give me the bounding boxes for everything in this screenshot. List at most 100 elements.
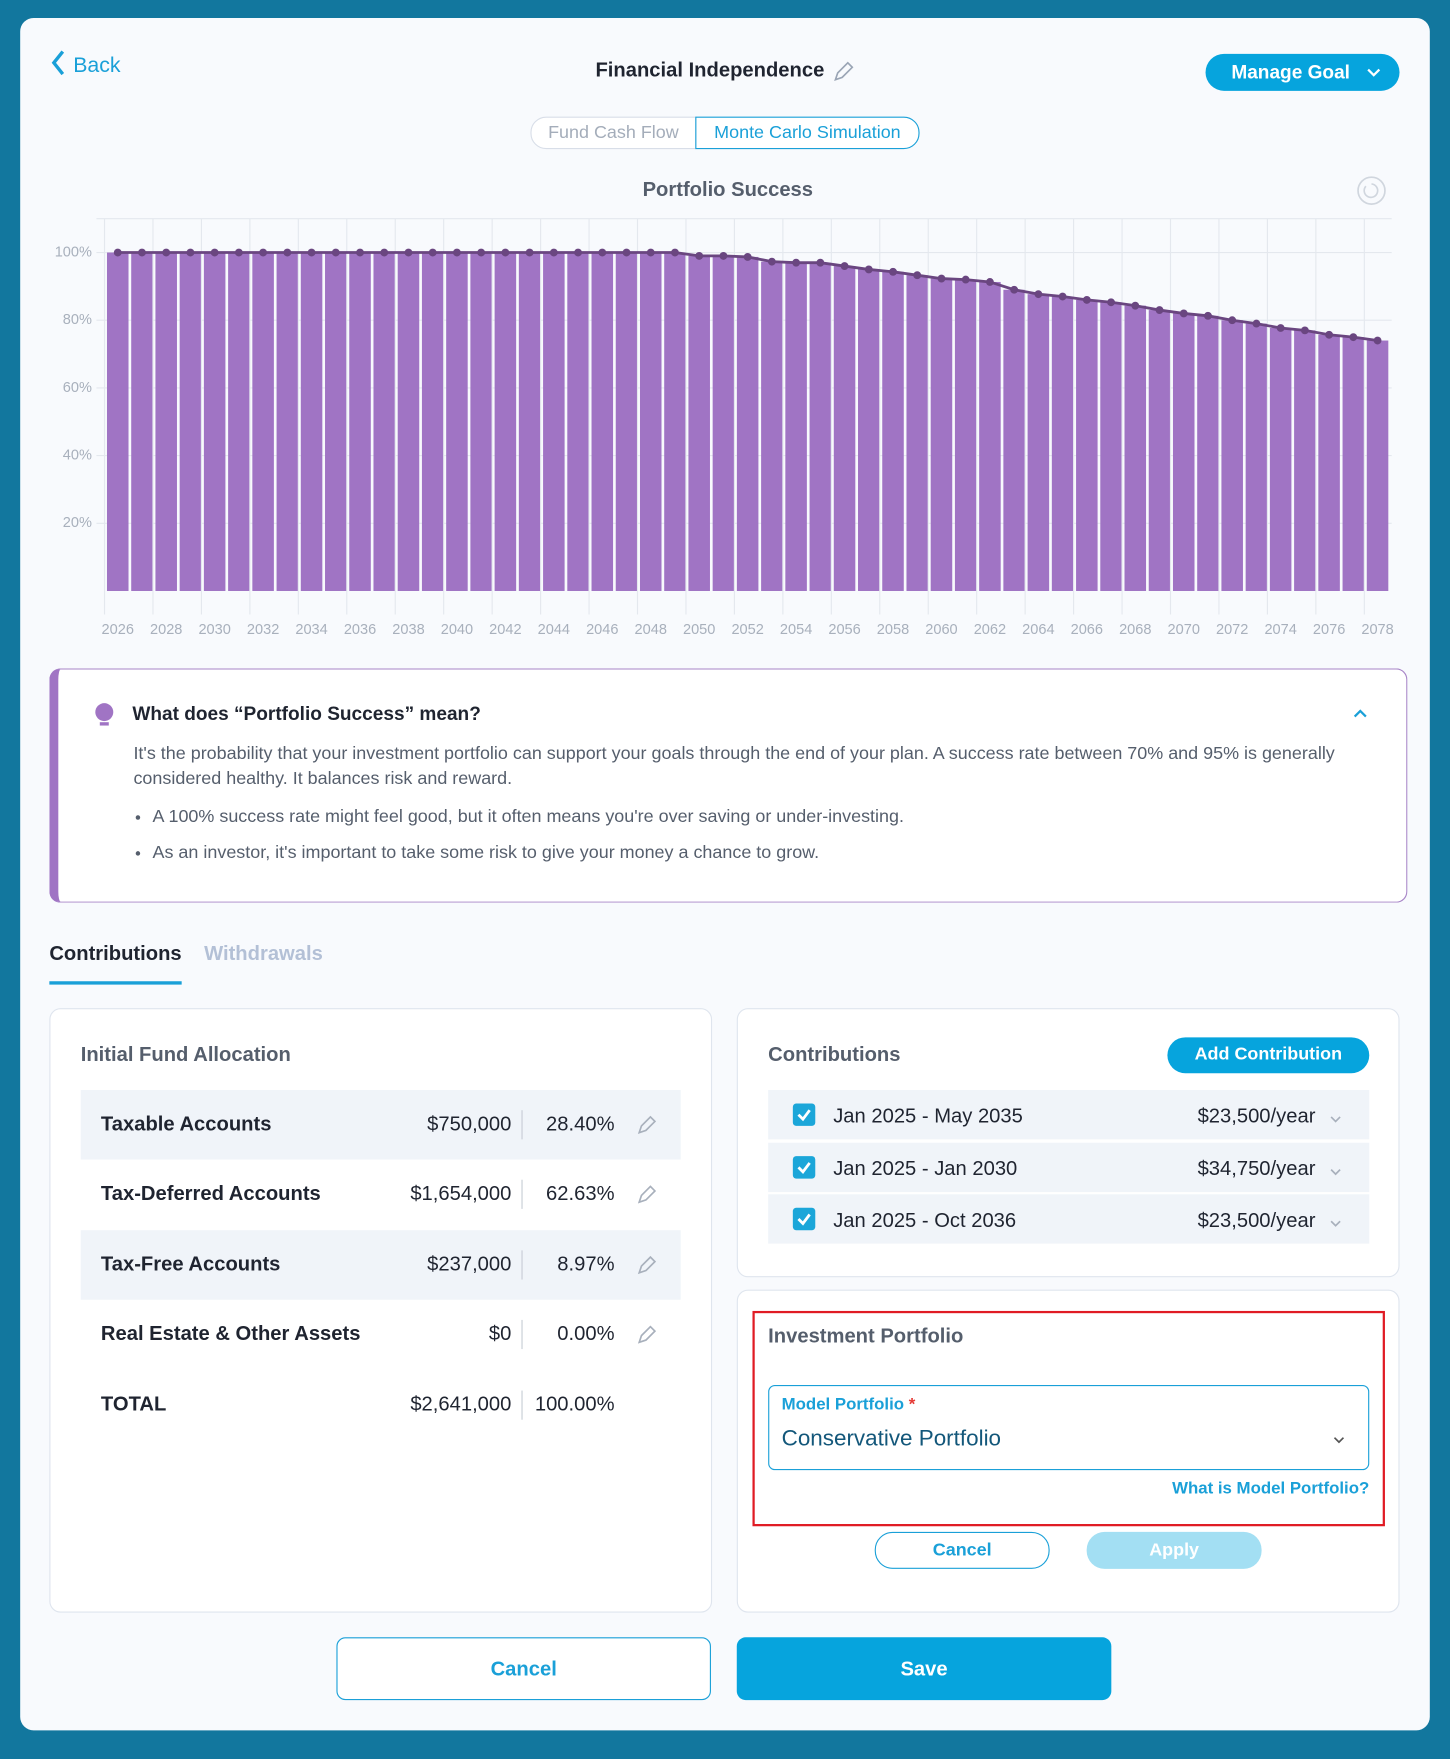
check-mark [797, 1109, 811, 1122]
bar [615, 252, 638, 591]
bar [373, 252, 396, 591]
row-name: Real Estate & Other Assets [100, 1322, 361, 1345]
bar [155, 252, 177, 591]
x-tick-label: 2048 [635, 622, 667, 638]
bar [1076, 299, 1098, 591]
line-point [840, 262, 849, 270]
row-chevron[interactable] [1329, 1109, 1342, 1129]
line-point [1010, 285, 1019, 294]
investment-cancel-button[interactable]: Cancel [874, 1531, 1050, 1569]
line-point [937, 274, 946, 283]
row-bg [80, 1230, 681, 1300]
row-pct: 8.97% [557, 1252, 615, 1276]
x-tick-label: 2068 [1119, 622, 1151, 638]
line-point [1252, 319, 1261, 328]
bar [567, 252, 589, 591]
bar [1245, 323, 1268, 591]
line-point [453, 248, 461, 257]
field-label-text: Model Portfolio [781, 1395, 905, 1415]
x-tick-label: 2066 [1071, 622, 1103, 638]
manage-goal-button[interactable]: Manage Goal [1205, 53, 1400, 91]
line-point [743, 252, 752, 261]
checkbox[interactable] [792, 1103, 816, 1126]
bar [664, 252, 686, 591]
contribution-period: Jan 2025 - Oct 2036 [833, 1208, 1017, 1232]
model-portfolio-select[interactable] [768, 1384, 1370, 1471]
bar [252, 252, 274, 591]
x-tick-label: 2028 [150, 622, 182, 638]
chart-title: Portfolio Success [643, 179, 813, 201]
tab-contributions[interactable]: Contributions [49, 942, 182, 985]
x-tick-label: 2046 [586, 622, 618, 638]
chart: Portfolio Success 20% 40% 60% 80% 100% 2026 20… [55, 179, 1394, 638]
line-point [792, 258, 801, 267]
x-tick-label: 2030 [198, 622, 230, 638]
row-chevron[interactable] [1329, 1161, 1342, 1181]
goal-title: Financial Independence [595, 58, 825, 81]
footer-cancel-button[interactable]: Cancel [336, 1637, 711, 1701]
bar [325, 252, 347, 591]
bar [1318, 334, 1340, 591]
line-point [549, 248, 558, 257]
info-bullet: A 100% success rate might feel good, but… [153, 800, 904, 836]
add-contribution-button[interactable]: Add Contribution [1167, 1037, 1370, 1074]
collapse-icon[interactable] [1352, 708, 1368, 719]
bar [1342, 337, 1365, 591]
line-point [380, 248, 389, 257]
save-button[interactable]: Save [736, 1637, 1112, 1701]
check-mark [797, 1213, 811, 1226]
line-point [1204, 311, 1212, 320]
check-mark [797, 1161, 811, 1174]
line-point [1082, 295, 1091, 304]
help-link[interactable]: What is Model Portfolio? [1172, 1479, 1370, 1499]
line-point [1373, 336, 1382, 345]
edit-icon[interactable] [637, 1115, 657, 1135]
edit-icon[interactable] [637, 1324, 657, 1344]
x-tick-label: 2062 [974, 622, 1006, 638]
info-list: A 100% success rate might feel good, but… [108, 800, 904, 872]
bar [106, 252, 129, 591]
apply-button[interactable]: Apply [1086, 1531, 1262, 1569]
edit-icon[interactable] [832, 61, 854, 83]
bar [809, 262, 832, 591]
bar [858, 269, 880, 591]
row-name: TOTAL [100, 1392, 167, 1416]
bar [470, 252, 492, 591]
line-point [1325, 330, 1334, 339]
bar [954, 279, 977, 591]
checkbox[interactable] [792, 1207, 816, 1231]
edit-icon[interactable] [637, 1184, 657, 1204]
back-button[interactable]: Back [49, 49, 121, 78]
reset-icon[interactable] [1356, 175, 1387, 206]
bar [591, 252, 614, 591]
y-tick-label: 20% [63, 515, 92, 531]
back-label[interactable]: Back [73, 53, 121, 78]
y-tick-label: 100% [55, 244, 92, 260]
bar [421, 252, 444, 591]
investment-title: Investment Portfolio [768, 1324, 964, 1347]
row-chevron[interactable] [1329, 1213, 1342, 1233]
x-tick-label: 2052 [731, 622, 763, 638]
checkbox[interactable] [792, 1155, 816, 1179]
bar [1027, 294, 1050, 591]
edit-icon[interactable] [637, 1255, 657, 1275]
divider [521, 1319, 523, 1350]
line-point [186, 248, 195, 257]
bar [1269, 328, 1292, 591]
bar [1124, 305, 1147, 591]
row-pct: 28.40% [546, 1112, 615, 1135]
x-tick-label: 2056 [828, 622, 860, 638]
bar [1197, 315, 1219, 591]
x-tick-label: 2064 [1022, 622, 1054, 638]
divider [521, 1110, 523, 1140]
chevron [1330, 1168, 1341, 1175]
line-point [113, 248, 122, 257]
tab-withdrawals[interactable]: Withdrawals [204, 941, 323, 965]
bar [639, 252, 662, 591]
manage-goal-label[interactable]: Manage Goal [1231, 61, 1350, 83]
tab-monte-carlo[interactable]: Monte Carlo Simulation [695, 116, 920, 150]
bar [446, 252, 468, 591]
y-tick-label: 80% [63, 312, 92, 328]
row-amount: $0 [488, 1322, 512, 1345]
